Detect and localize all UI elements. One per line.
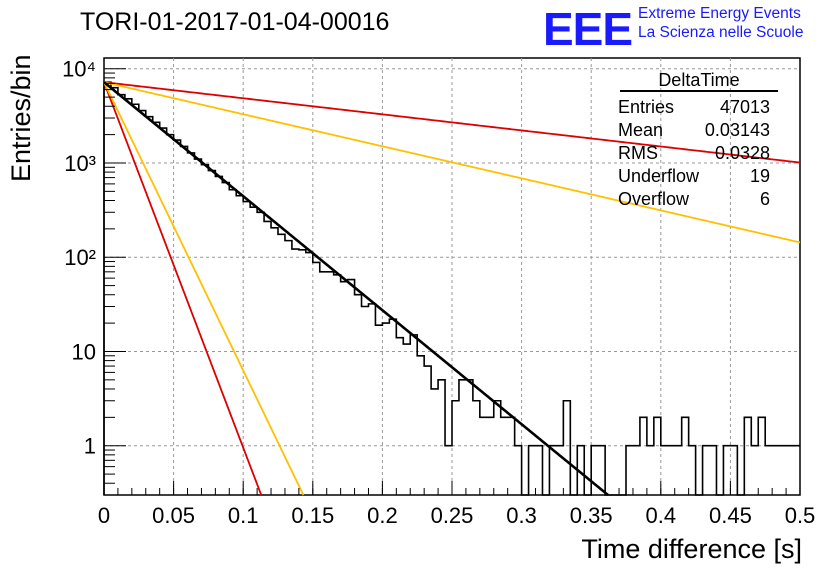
stats-title: DeltaTime [620,70,778,92]
x-tick-label: 0.45 [709,503,752,528]
stats-value: 47013 [719,97,770,117]
stats-row-entries: Entries 47013 [612,96,778,119]
stats-value: 0.0328 [714,143,770,163]
logo-caption: Extreme Energy Events La Scienza nelle S… [638,4,803,42]
x-tick-label: 0.1 [228,503,259,528]
x-tick-label: 0.2 [367,503,398,528]
stats-label: Mean [618,120,664,140]
stats-label: Underflow [618,166,700,186]
stats-label: Overflow [618,189,690,209]
stats-row-rms: RMS 0.0328 [612,142,778,165]
stats-row-overflow: Overflow 6 [612,188,778,211]
fit-curve-4 [103,81,801,244]
y-tick-label: 10 [72,339,96,364]
x-tick-label: 0.3 [506,503,537,528]
chart-title: TORI-01-2017-01-04-00016 [80,8,390,36]
logo-caption-line-2: La Scienza nelle Scuole [638,24,804,41]
x-tick-label: 0 [98,503,110,528]
fit-curve-1 [103,81,263,496]
stats-box: DeltaTime Entries 47013 Mean 0.03143 RMS 0.… [612,70,778,211]
fit-curve-0 [103,81,609,497]
y-axis-label: Entries/bin [6,54,36,182]
x-tick-label: 0.15 [291,503,334,528]
x-tick-label: 0.4 [646,503,677,528]
x-tick-label: 0.5 [785,503,816,528]
stats-row-underflow: Underflow 19 [612,165,778,188]
stats-value: 0.03143 [704,120,770,140]
y-tick-label: 10³ [64,151,96,176]
eee-logo: EEE [543,3,633,55]
axes: 0 0.05 0.1 0.15 0.2 0.25 0.3 0.35 0.4 0.45 0.5 1 10 1… [62,57,815,528]
stats-label: RMS [618,143,658,163]
x-tick-label: 0.05 [152,503,195,528]
fit-curve-3 [103,81,801,164]
fit-curves [103,81,801,497]
stats-value: 6 [759,189,770,209]
y-tick-label: 10⁴ [62,57,96,82]
fit-curve-2 [103,81,305,496]
logo-caption-line-1: Extreme Energy Events [638,5,801,22]
stats-value: 19 [749,166,770,186]
stats-row-mean: Mean 0.03143 [612,119,778,142]
x-axis-label: Time difference [s] [581,534,802,564]
x-tick-label: 0.25 [431,503,474,528]
y-tick-label: 10² [64,245,96,270]
stats-label: Entries [618,97,675,117]
y-tick-label: 1 [84,434,96,459]
x-tick-label: 0.35 [570,503,613,528]
